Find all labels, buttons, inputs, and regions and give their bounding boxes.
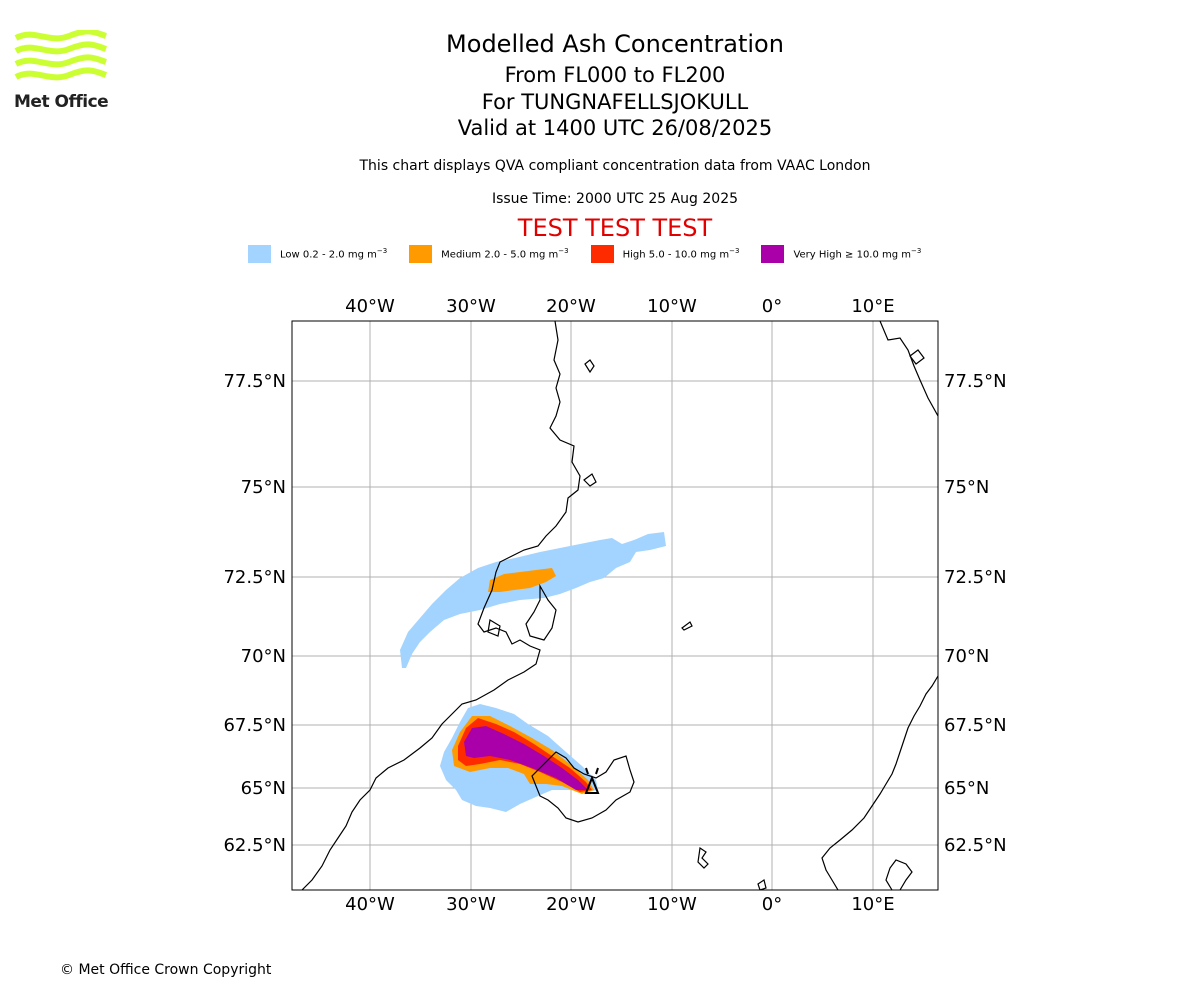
lat-label: 72.5°N: [223, 567, 286, 588]
legend-unit-exp: −3: [911, 247, 922, 256]
map-frame: [291, 320, 939, 891]
legend-item-very-high: Very High ≥ 10.0 mg m−3: [761, 245, 921, 263]
lon-label: 10°W: [647, 894, 697, 915]
lat-label: 77.5°N: [944, 371, 1007, 392]
lon-label: 40°W: [345, 296, 395, 317]
copyright-notice: © Met Office Crown Copyright: [60, 962, 272, 978]
lon-label: 10°W: [647, 296, 697, 317]
legend-label-high: High 5.0 - 10.0 mg m: [622, 249, 730, 261]
concentration-legend: Low 0.2 - 2.0 mg m−3 Medium 2.0 - 5.0 mg…: [248, 244, 943, 264]
lat-labels-left: 77.5°N 75°N 72.5°N 70°N 67.5°N 65°N 62.5…: [223, 371, 286, 856]
legend-unit-exp: −3: [376, 247, 388, 256]
ash-plume-south: [440, 704, 598, 812]
lon-labels-top: 40°W 30°W 20°W 10°W 0° 10°E: [345, 296, 894, 317]
lat-label: 70°N: [241, 646, 286, 667]
lat-label: 70°N: [944, 646, 989, 667]
legend-label-medium: Medium 2.0 - 5.0 mg m: [441, 249, 559, 261]
logo-text: Met Office: [14, 92, 109, 112]
volcano-name: For TUNGNAFELLSJOKULL: [481, 90, 749, 114]
lon-labels-bottom: 40°W 30°W 20°W 10°W 0° 10°E: [345, 894, 894, 915]
met-office-logo: Met Office: [14, 28, 109, 112]
lon-label: 30°W: [446, 296, 496, 317]
flight-levels: From FL000 to FL200: [504, 63, 726, 87]
volcano-icon: [584, 767, 600, 794]
lat-label: 77.5°N: [223, 371, 286, 392]
chart-title: Modelled Ash Concentration: [446, 30, 784, 58]
legend-swatch-very-high: [761, 245, 785, 263]
coastlines: [301, 321, 938, 890]
lat-label: 67.5°N: [223, 715, 286, 736]
lon-label: 0°: [762, 296, 782, 317]
lat-labels-right: 77.5°N 75°N 72.5°N 70°N 67.5°N 65°N 62.5…: [944, 371, 1007, 856]
legend-swatch-low: [248, 245, 271, 263]
lat-label: 67.5°N: [944, 715, 1007, 736]
lon-label: 10°E: [851, 894, 894, 915]
legend-label-very-high: Very High ≥ 10.0 mg m: [793, 249, 912, 261]
lat-label: 62.5°N: [223, 835, 286, 856]
lon-label: 20°W: [546, 296, 596, 317]
chart-description: This chart displays QVA compliant concen…: [359, 158, 871, 174]
legend-item-high: High 5.0 - 10.0 mg m−3: [590, 245, 740, 263]
lat-label: 65°N: [241, 778, 286, 799]
lat-label: 65°N: [944, 778, 989, 799]
lon-label: 40°W: [345, 894, 395, 915]
lon-label: 20°W: [546, 894, 596, 915]
met-office-wave-logo-icon: [14, 28, 107, 81]
legend-label-low: Low 0.2 - 2.0 mg m: [280, 249, 377, 261]
lat-label: 72.5°N: [944, 567, 1007, 588]
lon-label: 0°: [762, 894, 782, 915]
lat-label: 75°N: [944, 477, 989, 498]
legend-swatch-high: [590, 245, 614, 263]
lon-label: 10°E: [851, 296, 894, 317]
legend-item-medium: Medium 2.0 - 5.0 mg m−3: [409, 245, 569, 263]
lat-label: 62.5°N: [944, 835, 1007, 856]
issue-time: Issue Time: 2000 UTC 25 Aug 2025: [491, 191, 739, 207]
legend-unit-exp: −3: [558, 247, 569, 256]
graticule: [292, 321, 938, 890]
legend-unit-exp: −3: [729, 247, 740, 256]
ash-plume-north: [400, 532, 666, 668]
lat-label: 75°N: [241, 477, 286, 498]
valid-time: Valid at 1400 UTC 26/08/2025: [457, 116, 773, 140]
legend-item-low: Low 0.2 - 2.0 mg m−3: [248, 245, 387, 263]
lon-label: 30°W: [446, 894, 496, 915]
test-banner: TEST TEST TEST: [517, 214, 713, 242]
legend-swatch-medium: [409, 245, 433, 263]
